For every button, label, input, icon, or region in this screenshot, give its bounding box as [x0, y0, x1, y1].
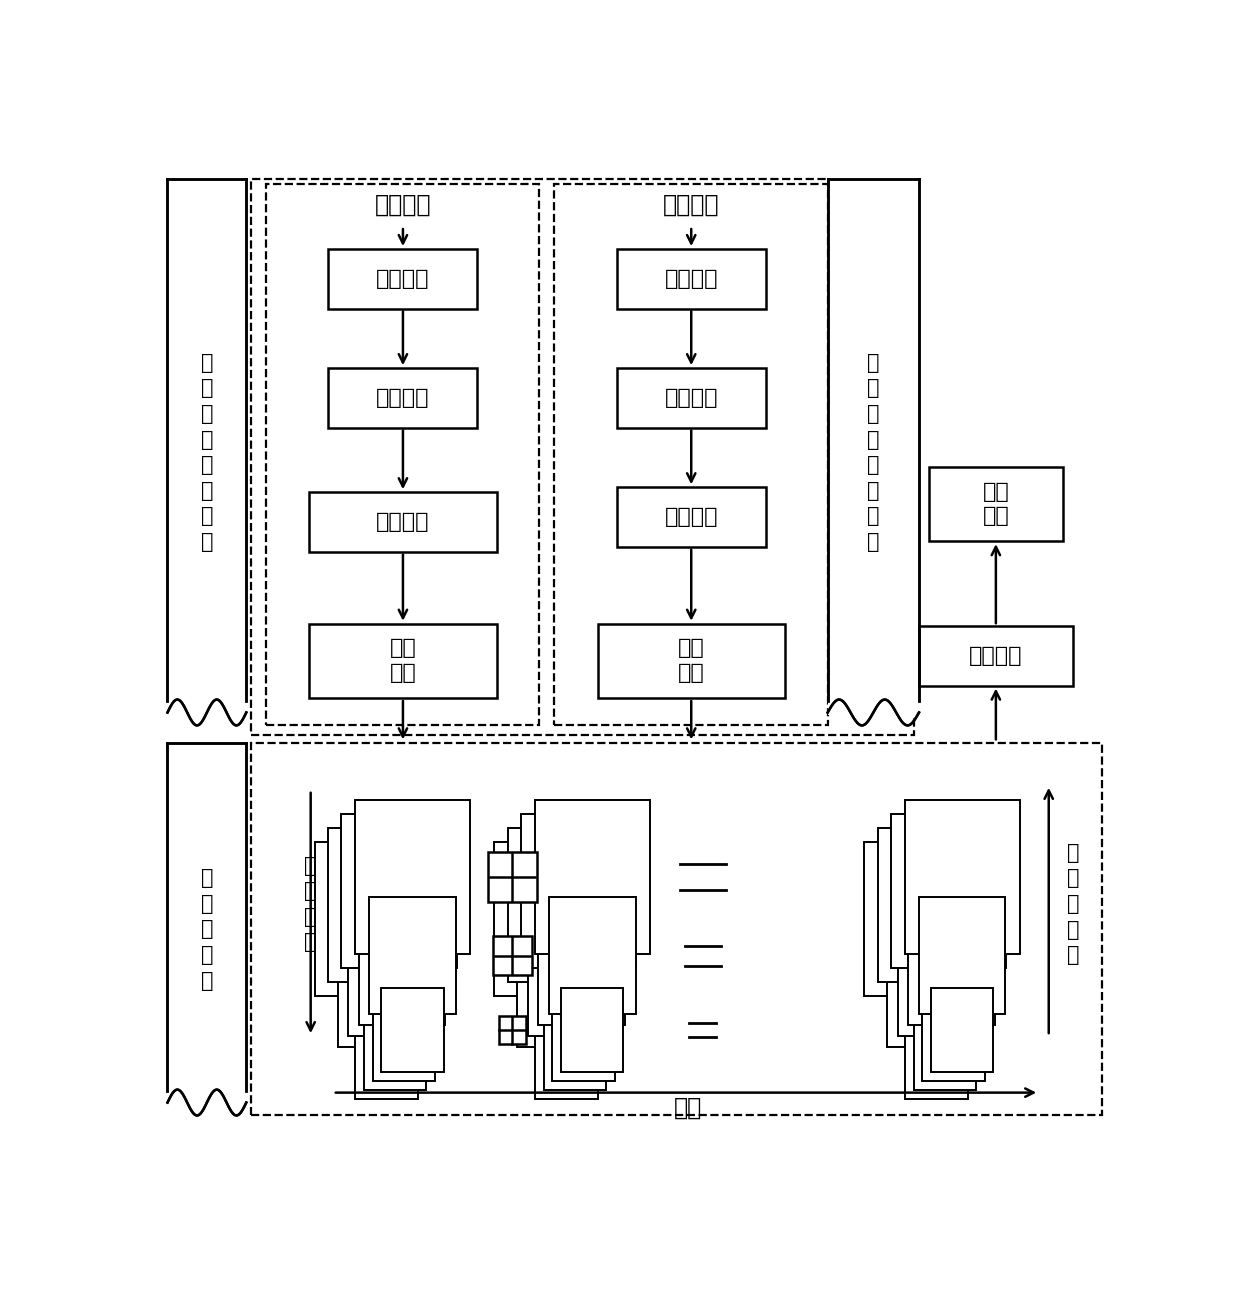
- Bar: [382, 987, 444, 1072]
- Bar: [358, 907, 445, 1025]
- Bar: [528, 919, 614, 1036]
- Bar: [167, 174, 247, 715]
- Bar: [552, 996, 615, 1081]
- Bar: [909, 907, 994, 1025]
- Bar: [888, 929, 973, 1047]
- Bar: [554, 184, 828, 726]
- Bar: [919, 626, 1073, 686]
- Bar: [931, 987, 993, 1072]
- Text: 提取边缘: 提取边缘: [665, 507, 718, 527]
- Bar: [919, 897, 1006, 1014]
- Bar: [905, 1014, 967, 1100]
- Bar: [549, 897, 635, 1014]
- Bar: [250, 179, 914, 735]
- Bar: [929, 467, 1063, 541]
- Bar: [315, 842, 430, 996]
- Bar: [329, 249, 477, 308]
- Bar: [348, 919, 435, 1036]
- Bar: [309, 492, 497, 552]
- Text: 加权融合: 加权融合: [376, 512, 430, 532]
- Bar: [923, 996, 985, 1081]
- Bar: [534, 800, 650, 954]
- Bar: [864, 842, 980, 996]
- Text: 双边滤波: 双边滤波: [665, 268, 718, 289]
- Text: 提取边缘: 提取边缘: [376, 388, 430, 407]
- Text: 融合: 融合: [675, 1096, 703, 1120]
- Text: 塔
形
分
解: 塔 形 分 解: [305, 856, 317, 953]
- Bar: [892, 815, 1007, 968]
- Text: 彩
色
图
像
边
缘
提
取: 彩 色 图 像 边 缘 提 取: [201, 353, 213, 552]
- Bar: [828, 174, 919, 715]
- Bar: [329, 369, 477, 428]
- Text: 边缘
图像: 边缘 图像: [678, 638, 704, 683]
- Text: 塔
形
逆
变
换: 塔 形 逆 变 换: [1066, 843, 1079, 965]
- Text: 深
度
图
像
边
缘
提
取: 深 度 图 像 边 缘 提 取: [867, 353, 879, 552]
- Bar: [538, 907, 625, 1025]
- Text: 轮廓聚合: 轮廓聚合: [970, 646, 1023, 666]
- Bar: [543, 1005, 606, 1090]
- Bar: [878, 828, 993, 982]
- Bar: [341, 815, 456, 968]
- Bar: [616, 487, 766, 547]
- Bar: [905, 800, 1021, 954]
- Text: 计算梯度: 计算梯度: [665, 388, 718, 407]
- Bar: [914, 1005, 976, 1090]
- Bar: [370, 897, 456, 1014]
- Bar: [265, 184, 539, 726]
- Bar: [356, 1014, 418, 1100]
- Bar: [616, 249, 766, 308]
- Bar: [309, 624, 497, 699]
- Bar: [494, 936, 532, 976]
- Text: 彩色图像: 彩色图像: [374, 192, 432, 217]
- Bar: [167, 739, 247, 1106]
- Bar: [489, 852, 537, 902]
- Bar: [507, 828, 622, 982]
- Text: 分离通道: 分离通道: [376, 268, 430, 289]
- Bar: [536, 1014, 598, 1100]
- Bar: [327, 828, 444, 982]
- Bar: [498, 1016, 526, 1044]
- Bar: [898, 919, 985, 1036]
- Bar: [365, 1005, 427, 1090]
- Bar: [521, 815, 636, 968]
- Text: 边缘
图像: 边缘 图像: [389, 638, 417, 683]
- Text: 最终
轮廓: 最终 轮廓: [982, 482, 1009, 526]
- Text: 深度图像: 深度图像: [663, 192, 719, 217]
- Bar: [355, 800, 470, 954]
- Bar: [560, 987, 624, 1072]
- Bar: [250, 744, 1101, 1115]
- Bar: [616, 369, 766, 428]
- Bar: [337, 929, 424, 1047]
- Bar: [517, 929, 604, 1047]
- Bar: [598, 624, 785, 699]
- Bar: [373, 996, 435, 1081]
- Text: 梯
度
金
字
塔: 梯 度 金 字 塔: [201, 869, 213, 990]
- Bar: [495, 842, 610, 996]
